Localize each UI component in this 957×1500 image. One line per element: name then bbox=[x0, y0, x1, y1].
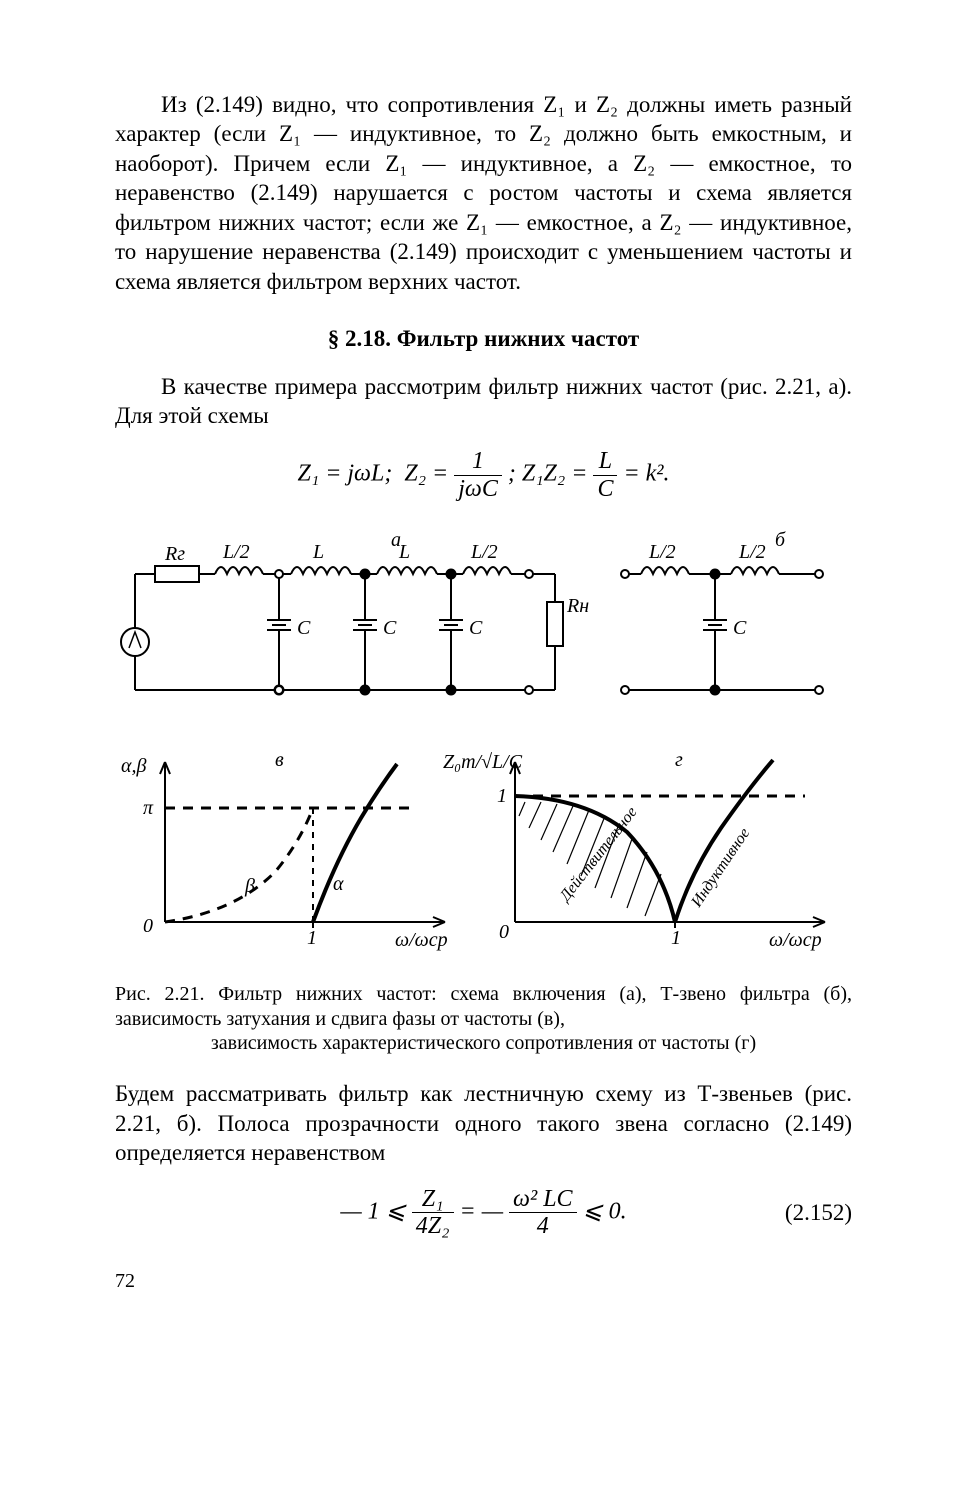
eq2-mid: = — bbox=[460, 1198, 504, 1224]
svg-text:0: 0 bbox=[143, 915, 153, 937]
svg-text:L: L bbox=[398, 541, 410, 563]
svg-text:1: 1 bbox=[307, 927, 317, 949]
svg-text:г: г bbox=[675, 749, 683, 771]
svg-text:C: C bbox=[469, 617, 483, 639]
figure-graphs: α,β π 0 1 ω/ωср в β α Z₀т/√L/C 1 bbox=[115, 742, 852, 972]
svg-text:α,β: α,β bbox=[121, 755, 146, 777]
svg-text:L/2: L/2 bbox=[648, 541, 676, 563]
svg-text:L/2: L/2 bbox=[738, 541, 766, 563]
eq1-z2-den: jωC bbox=[454, 476, 502, 502]
svg-text:C: C bbox=[733, 617, 747, 639]
eq2-f2-den: 4 bbox=[509, 1213, 577, 1239]
svg-text:Z₀т/√L/C: Z₀т/√L/C bbox=[443, 751, 523, 773]
figure-caption: Рис. 2.21. Фильтр нижних частот: схема в… bbox=[115, 982, 852, 1055]
eq1-z1z2-pre: ; Z₁Z₂ = bbox=[508, 461, 588, 487]
eq2-f1-den: 4Z₂ bbox=[412, 1213, 454, 1239]
eq1-z1: Z₁ = jωL; bbox=[298, 461, 393, 487]
svg-text:C: C bbox=[297, 617, 311, 639]
eq2-number: (2.152) bbox=[785, 1198, 852, 1227]
page-number: 72 bbox=[115, 1269, 852, 1295]
figure-circuit: Rг L/2 L а L L/2 Rн bbox=[115, 522, 852, 722]
paragraph-3: Будем рассматривать фильтр как лестничну… bbox=[115, 1079, 852, 1167]
svg-text:0: 0 bbox=[499, 921, 509, 943]
svg-text:C: C bbox=[383, 617, 397, 639]
eq1-z2-num: 1 bbox=[454, 448, 502, 475]
svg-text:β: β bbox=[244, 875, 255, 897]
svg-text:ω/ωср: ω/ωср bbox=[395, 929, 448, 951]
svg-text:L/2: L/2 bbox=[222, 541, 250, 563]
paragraph-1: Из (2.149) видно, что сопротивления Z₁ и… bbox=[115, 90, 852, 296]
svg-text:1: 1 bbox=[497, 785, 507, 807]
eq1-z1z2-num: L bbox=[593, 448, 617, 475]
eq1-tail: = k². bbox=[623, 461, 669, 487]
svg-text:Rн: Rн bbox=[566, 595, 589, 617]
eq1-z2-pre: Z₂ = bbox=[404, 461, 448, 487]
svg-text:π: π bbox=[143, 797, 154, 819]
eq2-f2-num: ω² LC bbox=[509, 1186, 577, 1213]
svg-text:L: L bbox=[312, 541, 324, 563]
svg-text:ω/ωср: ω/ωср bbox=[769, 929, 822, 951]
eq2-lead: — 1 ⩽ bbox=[340, 1198, 405, 1224]
svg-text:1: 1 bbox=[671, 927, 681, 949]
caption-line-2: зависимость характеристического сопротив… bbox=[115, 1031, 852, 1055]
eq2-tail: ⩽ 0. bbox=[583, 1198, 627, 1224]
svg-text:Rг: Rг bbox=[164, 543, 185, 565]
section-title: § 2.18. Фильтр нижних частот bbox=[115, 324, 852, 353]
equation-2: — 1 ⩽ Z₁ 4Z₂ = — ω² LC 4 ⩽ 0. (2.152) bbox=[115, 1186, 852, 1240]
eq2-f1-num: Z₁ bbox=[412, 1186, 454, 1213]
paragraph-2: В качестве примера рассмотрим фильтр ниж… bbox=[115, 372, 852, 431]
svg-text:в: в bbox=[275, 749, 284, 771]
svg-text:Действительное: Действительное bbox=[556, 804, 641, 906]
svg-text:L/2: L/2 bbox=[470, 541, 498, 563]
eq1-z1z2-den: C bbox=[593, 476, 617, 502]
equation-1: Z₁ = jωL; Z₂ = 1 jωC ; Z₁Z₂ = L C = k². bbox=[115, 448, 852, 502]
svg-text:б: б bbox=[775, 529, 786, 551]
caption-line-1: Рис. 2.21. Фильтр нижних частот: схема в… bbox=[115, 983, 852, 1029]
svg-text:α: α bbox=[333, 873, 344, 895]
